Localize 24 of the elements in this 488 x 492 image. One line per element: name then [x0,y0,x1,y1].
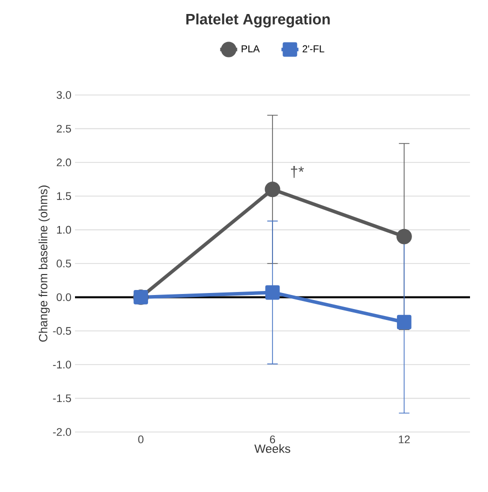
y-tick-label: 0.0 [56,293,72,302]
y-tick-label: 1.5 [57,192,72,200]
point [264,182,280,198]
y-tick-label: -1.5 [53,394,72,402]
legend-label: PLA [242,45,260,52]
x-axis-title: Weeks [254,444,290,453]
y-tick-label: 3.0 [56,91,72,99]
point [265,285,280,300]
y-axis-title: Change from baseline (ohms) [38,186,50,342]
legend-label: 2'-FL [302,45,324,52]
y-tick-label: -0.5 [53,327,72,335]
chart-title: Platelet Aggregation [186,14,330,28]
y-tick-label: 1.0 [57,226,72,234]
x-tick-label: 0 [138,436,144,444]
y-tick-label: -1.0 [53,360,72,368]
x-tick-label: 6 [270,436,276,444]
y-tick-label: 2.0 [56,158,72,166]
point [396,228,412,244]
point [396,314,412,330]
y-tick-label: 0.5 [56,260,72,268]
annotation: †* [290,166,304,178]
y-tick-label: -2.0 [53,428,72,436]
x-tick-label: 12 [398,436,410,444]
y-tick-label: 2.5 [56,124,72,133]
